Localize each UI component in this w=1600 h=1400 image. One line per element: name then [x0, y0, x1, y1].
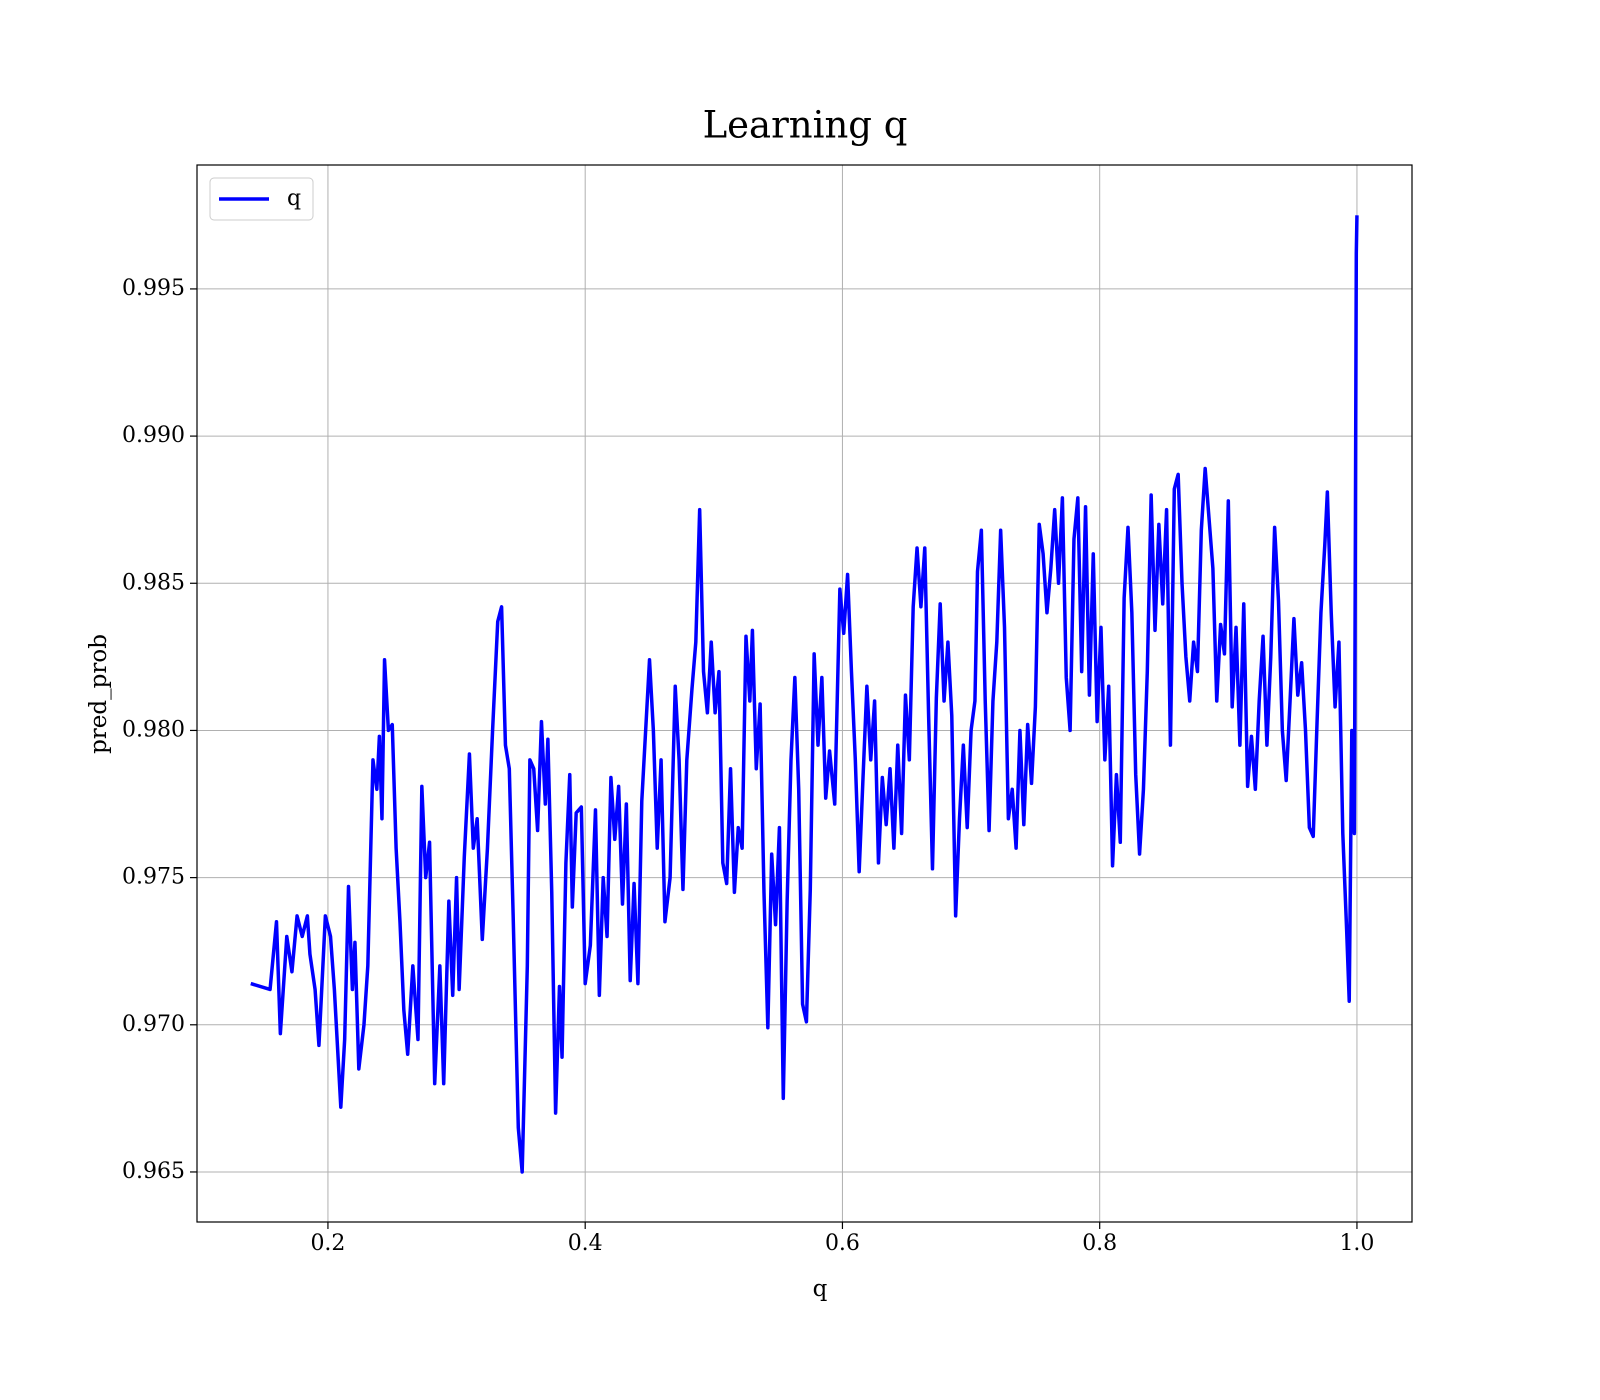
legend: q [209, 177, 314, 221]
y-tick-label: 0.985 [122, 570, 185, 595]
chart-title: Learning q [703, 104, 908, 147]
y-tick-label: 0.990 [122, 423, 185, 448]
y-axis-label: pred_prob [86, 634, 112, 754]
x-tick-label: 0.2 [310, 1231, 345, 1256]
legend-label: q [287, 186, 301, 211]
y-tick-label: 0.965 [122, 1159, 185, 1184]
data-line [250, 215, 1359, 1174]
y-tick-label: 0.975 [122, 865, 185, 890]
x-axis-label: q [813, 1276, 828, 1302]
plot-frame [196, 164, 1413, 1223]
y-tick-label: 0.980 [122, 717, 185, 742]
y-tick-label: 0.995 [122, 276, 185, 301]
y-tick-label: 0.970 [122, 1012, 185, 1037]
x-tick-label: 0.4 [568, 1231, 603, 1256]
x-tick-label: 0.6 [825, 1231, 860, 1256]
x-tick-label: 1.0 [1339, 1231, 1374, 1256]
x-tick-label: 0.8 [1082, 1231, 1117, 1256]
